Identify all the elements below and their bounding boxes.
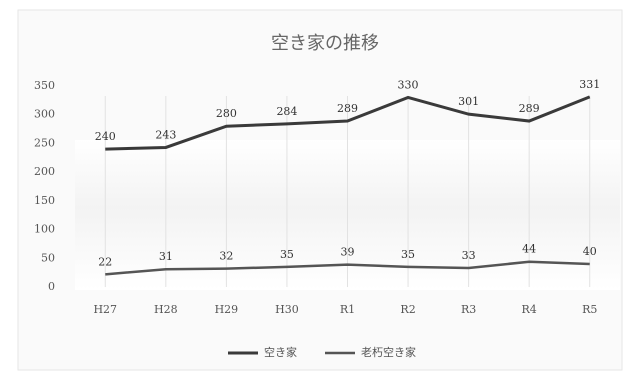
- data-label: 289: [337, 102, 358, 115]
- y-tick-label: 0: [48, 280, 55, 293]
- x-tick-label: R5: [582, 303, 597, 316]
- y-tick-label: 200: [34, 165, 55, 178]
- y-tick-label: 50: [41, 251, 55, 264]
- data-label: 240: [95, 130, 116, 143]
- x-tick-label: H30: [275, 303, 299, 316]
- x-tick-label: R2: [400, 303, 415, 316]
- data-label: 243: [155, 128, 176, 141]
- x-tick-label: H28: [154, 303, 178, 316]
- y-tick-label: 250: [34, 136, 55, 149]
- legend-label: 老朽空き家: [361, 345, 416, 359]
- y-tick-label: 300: [34, 108, 55, 121]
- legend-label: 空き家: [264, 345, 297, 359]
- x-tick-label: R4: [522, 303, 537, 316]
- x-tick-label: H27: [93, 303, 117, 316]
- data-label: 31: [159, 250, 173, 263]
- data-label: 280: [216, 107, 237, 120]
- data-label: 40: [583, 245, 597, 258]
- data-label: 44: [522, 243, 536, 256]
- data-label: 22: [98, 255, 112, 268]
- data-label: 330: [398, 78, 419, 91]
- data-label: 32: [219, 250, 233, 263]
- series-line: [105, 260, 590, 276]
- data-label: 35: [280, 248, 294, 261]
- data-label: 33: [462, 249, 476, 262]
- x-tick-label: R3: [461, 303, 476, 316]
- chart-title: 空き家の推移: [271, 33, 379, 54]
- data-label: 284: [276, 105, 297, 118]
- data-label: 289: [519, 102, 540, 115]
- data-label: 35: [401, 248, 415, 261]
- x-tick-label: H29: [215, 303, 239, 316]
- data-label: 39: [341, 246, 355, 259]
- x-tick-label: R1: [340, 303, 355, 316]
- y-tick-label: 150: [34, 194, 55, 207]
- y-tick-label: 350: [34, 79, 55, 92]
- y-tick-label: 100: [34, 223, 55, 236]
- data-label: 301: [458, 95, 479, 108]
- series-line: [105, 95, 591, 151]
- data-label: 331: [579, 78, 600, 91]
